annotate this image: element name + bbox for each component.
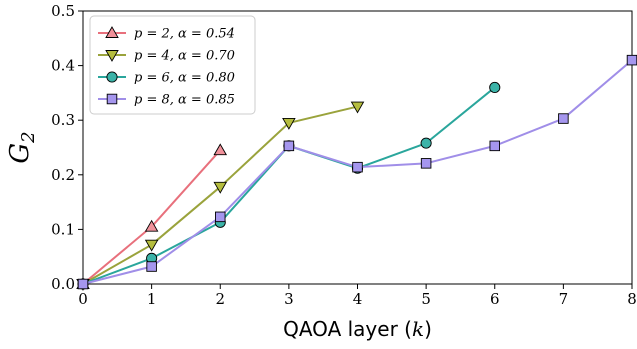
y-tick-label: 0.5: [51, 2, 75, 20]
x-tick-label: 3: [284, 290, 294, 308]
legend-item: p = 8, α = 0.85: [98, 93, 235, 108]
x-tick-label: 4: [353, 290, 363, 308]
y-axis-label-main: G: [5, 143, 35, 164]
legend-marker: [105, 50, 119, 62]
x-tick-label: 6: [490, 290, 500, 308]
legend: p = 2, α = 0.54 p = 4, α = 0.70 p = 6, α =…: [89, 15, 256, 115]
data-point: [489, 140, 501, 152]
y-tick-label: 0.4: [51, 57, 75, 75]
data-point: [420, 137, 432, 149]
y-tick-label: 0.0: [51, 275, 75, 293]
data-point: [144, 219, 159, 232]
x-tick-label: 1: [147, 290, 157, 308]
data-point: [144, 239, 159, 252]
x-tick-label: 7: [559, 290, 569, 308]
series-4: [77, 54, 637, 290]
legend-item: p = 6, α = 0.80: [98, 71, 235, 86]
data-point: [352, 161, 363, 173]
legend-marker: [106, 71, 118, 83]
data-point: [350, 101, 365, 114]
x-tick-label: 5: [421, 290, 431, 308]
data-point: [282, 117, 296, 130]
series-layer: [76, 54, 637, 291]
x-axis-label: QAOA layer (k): [283, 317, 432, 341]
y-axis-label-subscript: 2: [18, 131, 39, 143]
data-point: [420, 158, 432, 169]
legend-box: [89, 15, 256, 115]
y-tick-label: 0.2: [51, 166, 75, 184]
legend-item: p = 4, α = 0.70: [98, 49, 235, 64]
y-axis-label: G2: [5, 131, 39, 163]
legend-label: p = 6, α = 0.80: [134, 71, 235, 86]
legend-label: p = 2, α = 0.54: [134, 27, 235, 42]
series-line: [82, 86, 496, 285]
y-tick-label: 0.1: [51, 220, 75, 238]
data-point: [213, 143, 228, 156]
legend-item: p = 2, α = 0.54: [98, 26, 235, 42]
legend-label: p = 8, α = 0.85: [134, 93, 235, 108]
y-tick-label: 0.3: [51, 111, 75, 129]
data-point: [489, 81, 501, 93]
legend-marker: [106, 93, 118, 105]
legend-label: p = 4, α = 0.70: [134, 49, 235, 64]
data-point: [558, 113, 569, 124]
series-2: [76, 101, 365, 291]
data-point: [214, 211, 226, 223]
series-line: [82, 105, 358, 285]
x-axis-ticks: 0 1 2 3 4 5 6 7 8: [78, 284, 637, 308]
data-point: [213, 181, 228, 194]
x-tick-label: 8: [627, 290, 637, 308]
data-point: [626, 54, 637, 66]
data-point: [283, 140, 295, 152]
x-tick-label: 0: [78, 290, 88, 308]
legend-marker: [105, 26, 119, 38]
data-point: [77, 278, 89, 290]
data-point: [146, 261, 157, 272]
y-axis-ticks: 0.0 0.1 0.2 0.3 0.4 0.5: [51, 2, 83, 293]
x-tick-label: 2: [215, 290, 225, 308]
